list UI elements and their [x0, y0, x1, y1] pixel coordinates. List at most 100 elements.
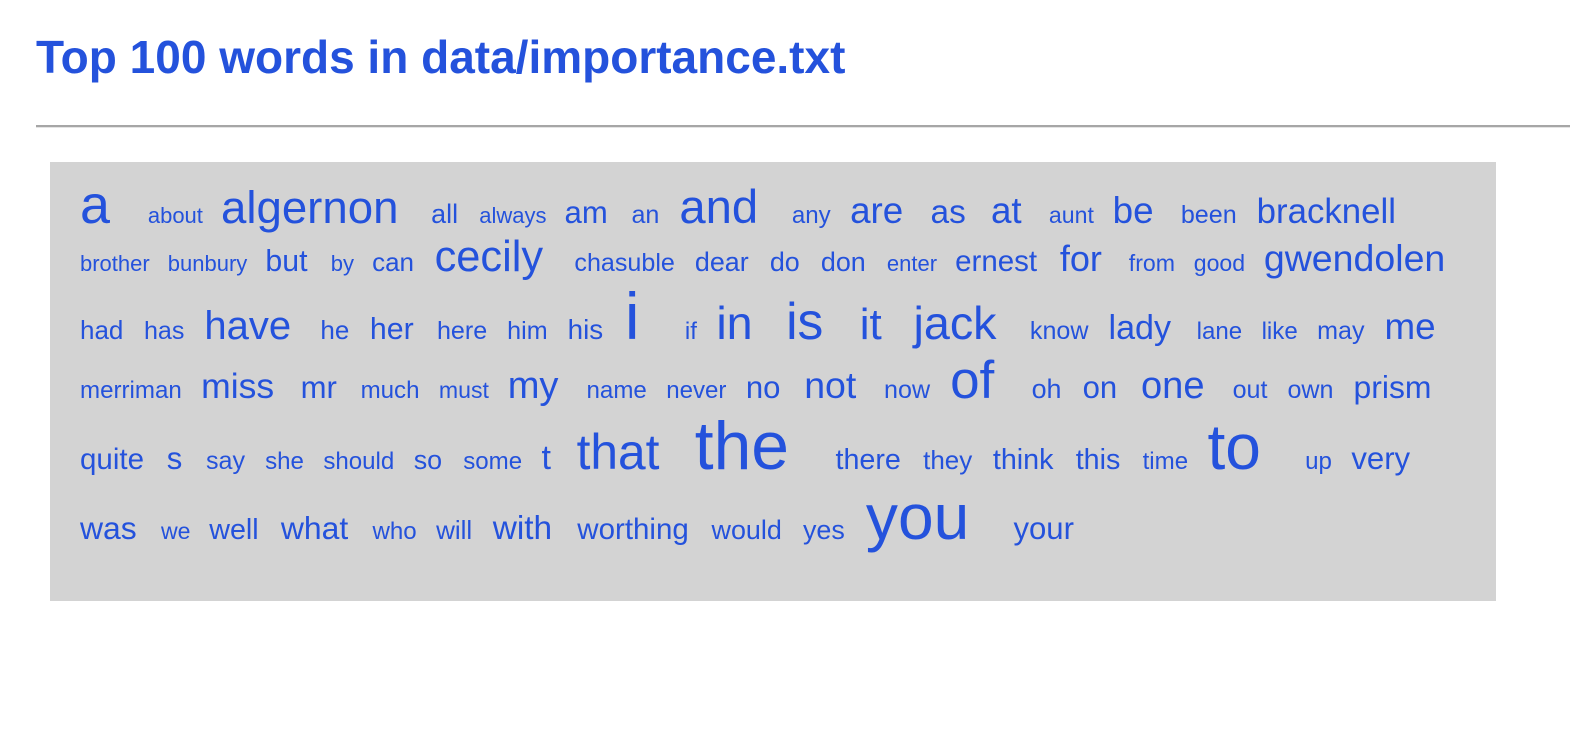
word-mr: mr [300, 370, 337, 406]
word-it: it [859, 300, 882, 350]
horizontal-rule [36, 125, 1570, 128]
word-am: am [564, 195, 608, 230]
word-time: time [1142, 447, 1189, 475]
word-an: an [631, 201, 660, 229]
word-his: his [567, 314, 604, 346]
word-miss: miss [201, 366, 275, 407]
word-from: from [1128, 250, 1175, 277]
word-quite: quite [80, 442, 144, 476]
word-by: by [330, 251, 354, 277]
word-will: will [436, 514, 473, 545]
word-jack: jack [913, 297, 997, 350]
word-if: if [684, 318, 697, 346]
word-enter: enter [886, 251, 938, 277]
word-merriman: merriman [80, 377, 182, 405]
word-about: about [147, 203, 203, 228]
word-like: like [1261, 318, 1298, 346]
word-be: be [1112, 190, 1154, 231]
word-so: so [413, 444, 443, 475]
word-worthing: worthing [577, 512, 689, 546]
word-of: of [950, 351, 995, 411]
word-at: at [990, 190, 1022, 231]
word-had: had [80, 315, 124, 346]
word-cecily: cecily [434, 233, 544, 282]
word-much: much [360, 377, 420, 405]
word-have: have [204, 304, 292, 349]
word-you: you [865, 480, 970, 553]
page-title: Top 100 words in data/importance.txt [36, 31, 846, 83]
word-know: know [1029, 317, 1089, 346]
word-chasuble: chasuble [574, 249, 675, 278]
word-lady: lady [1108, 309, 1172, 348]
word-we: we [160, 517, 191, 544]
word-to: to [1207, 410, 1261, 483]
word-yes: yes [802, 514, 845, 545]
word-a: a [80, 175, 110, 235]
word-not: not [804, 364, 857, 407]
word-are: are [850, 190, 904, 231]
word-there: there [835, 443, 901, 476]
word-for: for [1059, 238, 1102, 280]
word-bracknell: bracknell [1256, 192, 1396, 231]
word-never: never [666, 377, 727, 405]
word-the: the [694, 408, 790, 484]
word-was: was [80, 509, 137, 546]
word-that: that [576, 423, 660, 480]
word-prism: prism [1353, 369, 1432, 406]
word-as: as [930, 194, 966, 231]
word-always: always [479, 203, 547, 228]
word-dear: dear [694, 247, 749, 278]
word-has: has [143, 317, 185, 346]
word-would: would [711, 514, 782, 545]
word-is: is [786, 292, 824, 351]
word-name: name [586, 377, 647, 405]
word-think: think [992, 443, 1054, 476]
word-s: s [166, 440, 183, 476]
word-who: who [372, 517, 417, 545]
word-gwendolen: gwendolen [1263, 237, 1446, 280]
word-ernest: ernest [955, 245, 1038, 279]
word-they: they [923, 444, 973, 475]
word-cloud-words: a about algernon all always am an and an… [80, 176, 1470, 552]
word-now: now [884, 376, 931, 405]
word-been: been [1180, 201, 1237, 229]
word-say: say [206, 446, 246, 475]
word-all: all [431, 199, 459, 229]
word-t: t [541, 438, 552, 477]
word-do: do [769, 247, 800, 278]
word-my: my [507, 365, 559, 408]
word-aunt: aunt [1048, 202, 1094, 228]
word-good: good [1193, 250, 1246, 277]
word-well: well [209, 513, 259, 546]
word-own: own [1287, 376, 1334, 405]
word-this: this [1075, 443, 1121, 476]
word-but: but [265, 245, 308, 279]
word-bunbury: bunbury [167, 251, 248, 277]
word-out: out [1232, 376, 1268, 405]
word-she: she [265, 447, 304, 475]
word-don: don [820, 247, 866, 278]
word-i: i [624, 279, 640, 354]
word-her: her [369, 313, 414, 347]
word-may: may [1317, 317, 1365, 346]
word-with: with [492, 509, 553, 547]
word-brother: brother [80, 251, 150, 277]
word-oh: oh [1031, 374, 1062, 405]
word-very: very [1351, 440, 1411, 476]
word-lane: lane [1196, 318, 1243, 346]
word-any: any [791, 202, 831, 229]
word-one: one [1140, 365, 1205, 408]
word-what: what [280, 509, 349, 546]
word-and: and [679, 181, 759, 234]
word-algernon: algernon [220, 182, 399, 233]
word-can: can [372, 247, 414, 278]
word-up: up [1305, 447, 1332, 475]
word-your: your [1013, 510, 1074, 546]
word-on: on [1082, 370, 1118, 406]
word-some: some [463, 447, 523, 475]
word-he: he [320, 315, 350, 346]
word-cloud: a about algernon all always am an and an… [50, 162, 1496, 601]
word-must: must [438, 377, 489, 404]
word-me: me [1384, 306, 1436, 348]
word-in: in [716, 297, 753, 350]
